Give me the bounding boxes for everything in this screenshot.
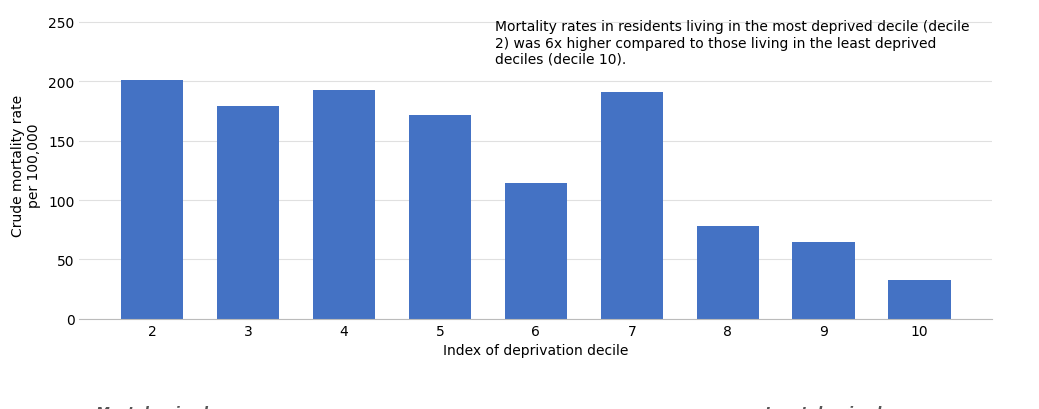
Text: Mortality rates in residents living in the most deprived decile (decile
2) was 6: Mortality rates in residents living in t… [495, 20, 969, 67]
Bar [601, 93, 663, 319]
Bar [217, 107, 279, 319]
Text: Most deprived: Most deprived [97, 405, 208, 409]
Text: Least deprived: Least deprived [766, 405, 882, 409]
Y-axis label: Crude mortality rate
per 100,000: Crude mortality rate per 100,000 [11, 94, 42, 236]
Bar [505, 184, 567, 319]
Bar [793, 242, 855, 319]
Bar [408, 115, 471, 319]
Bar [888, 280, 951, 319]
X-axis label: Index of deprivation decile: Index of deprivation decile [444, 344, 629, 357]
Bar [121, 81, 183, 319]
Bar [696, 227, 758, 319]
Bar [313, 90, 375, 319]
